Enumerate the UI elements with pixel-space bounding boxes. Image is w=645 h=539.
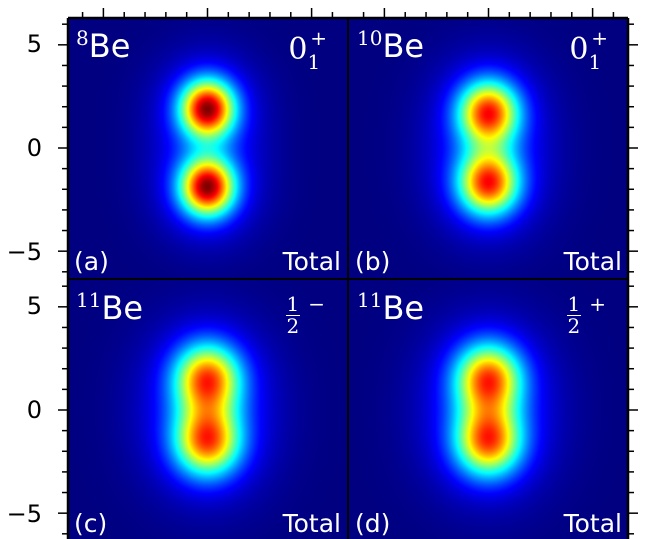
density-type-label: Total xyxy=(563,247,622,276)
density-heatmap-d xyxy=(349,280,628,539)
nucleus-label: 11Be xyxy=(76,288,144,327)
nucleus-label: 8Be xyxy=(76,26,131,65)
panel-b: 10Be 01+ (b) Total xyxy=(349,18,628,278)
density-heatmap-b xyxy=(349,18,628,278)
ytick-label-bottom-5: 5 xyxy=(26,292,42,320)
ytick-label-top-5: 5 xyxy=(26,30,42,58)
panel-tag: (b) xyxy=(355,247,391,276)
panel-tag: (a) xyxy=(74,247,109,276)
ytick-label-top-m5: −5 xyxy=(6,238,42,266)
nucleus-label: 11Be xyxy=(357,288,425,327)
state-label: 1 2− xyxy=(285,292,325,338)
nucleus-label: 10Be xyxy=(357,26,425,65)
state-label: 1 2 + xyxy=(566,292,606,338)
panel-tag: (d) xyxy=(355,509,391,538)
density-type-label: Total xyxy=(563,509,622,538)
density-type-label: Total xyxy=(282,509,341,538)
ytick-label-bottom-0: 0 xyxy=(26,396,42,424)
panel-c: 11Be 1 2− (c) Total xyxy=(68,280,347,539)
panel-a: 8Be 01+ (a) Total xyxy=(68,18,347,278)
density-heatmap-a xyxy=(68,18,347,278)
panel-tag: (c) xyxy=(74,509,108,538)
state-label: 01+ xyxy=(288,26,327,74)
ytick-label-bottom-m5: −5 xyxy=(6,500,42,528)
state-label: 01+ xyxy=(569,26,608,74)
panel-d: 11Be 1 2 + (d) Total xyxy=(349,280,628,539)
ytick-label-top-0: 0 xyxy=(26,134,42,162)
density-heatmap-c xyxy=(68,280,347,539)
density-type-label: Total xyxy=(282,247,341,276)
